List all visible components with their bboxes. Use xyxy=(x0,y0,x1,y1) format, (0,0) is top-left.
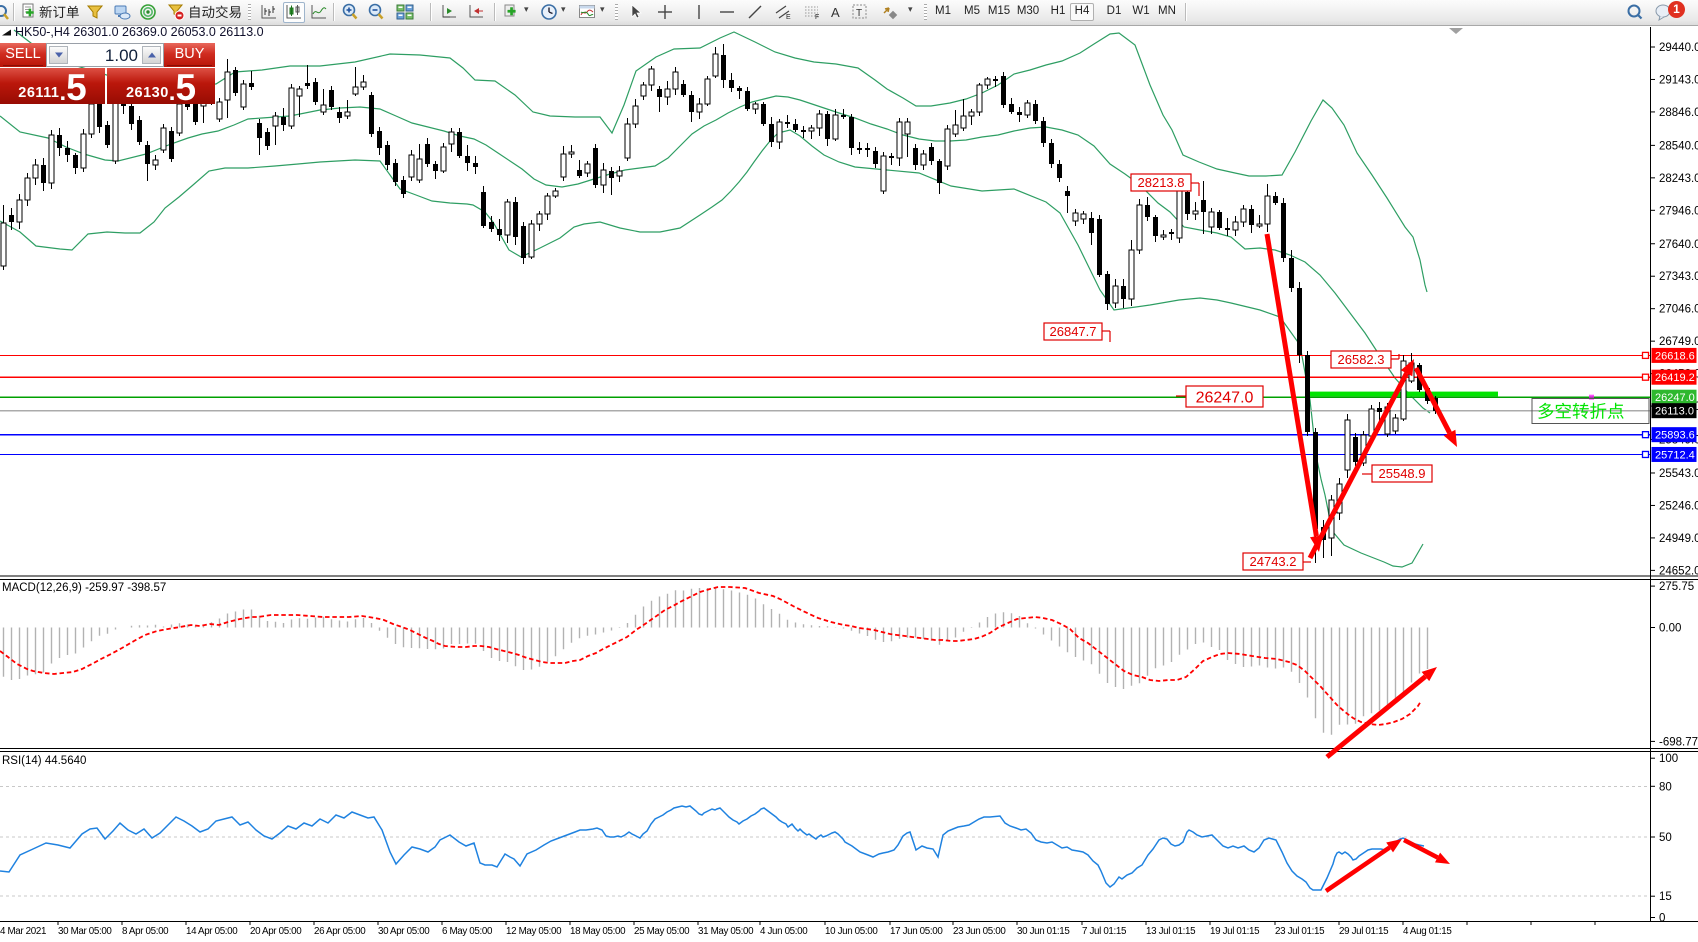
svg-text:17 Jun 05:00: 17 Jun 05:00 xyxy=(890,926,943,937)
svg-text:0.00: 0.00 xyxy=(1659,623,1681,635)
svg-text:26582.3: 26582.3 xyxy=(1338,352,1385,367)
svg-text:T: T xyxy=(856,8,862,19)
svg-text:15: 15 xyxy=(1659,891,1672,903)
svg-text:8 Apr 05:00: 8 Apr 05:00 xyxy=(122,926,169,937)
svg-text:26419.2: 26419.2 xyxy=(1655,372,1695,384)
svg-text:28846.0: 28846.0 xyxy=(1659,107,1698,119)
svg-text:26 Apr 05:00: 26 Apr 05:00 xyxy=(314,926,366,937)
svg-text:100: 100 xyxy=(1659,753,1678,765)
svg-text:28540.0: 28540.0 xyxy=(1659,140,1698,152)
svg-text:25548.9: 25548.9 xyxy=(1379,466,1426,481)
svg-text:26113.0: 26113.0 xyxy=(1655,406,1694,418)
svg-text:6 May 05:00: 6 May 05:00 xyxy=(442,926,493,937)
svg-text:7 Jul 01:15: 7 Jul 01:15 xyxy=(1082,926,1127,937)
svg-text:4 Jun 05:00: 4 Jun 05:00 xyxy=(760,926,808,937)
svg-text:25 May 05:00: 25 May 05:00 xyxy=(634,926,690,937)
svg-text:25543.0: 25543.0 xyxy=(1659,468,1698,480)
svg-text:31 May 05:00: 31 May 05:00 xyxy=(698,926,754,937)
svg-text:RSI(14) 44.5640: RSI(14) 44.5640 xyxy=(2,755,86,767)
svg-text:10 Jun 05:00: 10 Jun 05:00 xyxy=(825,926,878,937)
svg-text:4 Aug 01:15: 4 Aug 01:15 xyxy=(1403,926,1452,937)
svg-text:13 Jul 01:15: 13 Jul 01:15 xyxy=(1146,926,1196,937)
svg-text:E: E xyxy=(786,14,791,21)
svg-text:50: 50 xyxy=(1659,832,1672,844)
svg-text:29440.0: 29440.0 xyxy=(1659,42,1698,54)
svg-text:80: 80 xyxy=(1659,781,1672,793)
svg-text:27343.0: 27343.0 xyxy=(1659,271,1698,283)
svg-text:24949.0: 24949.0 xyxy=(1659,533,1698,545)
svg-text:18 May 05:00: 18 May 05:00 xyxy=(570,926,626,937)
svg-text:24652.0: 24652.0 xyxy=(1659,565,1698,577)
svg-text:MACD(12,26,9) -259.97 -398.57: MACD(12,26,9) -259.97 -398.57 xyxy=(2,582,166,594)
svg-text:27046.0: 27046.0 xyxy=(1659,304,1698,316)
svg-text:F: F xyxy=(815,14,819,21)
svg-text:20 Apr 05:00: 20 Apr 05:00 xyxy=(250,926,302,937)
svg-text:-698.77: -698.77 xyxy=(1659,736,1698,748)
svg-text:25712.4: 25712.4 xyxy=(1655,449,1695,461)
svg-text:23 Jul 01:15: 23 Jul 01:15 xyxy=(1275,926,1325,937)
svg-text:29 Jul 01:15: 29 Jul 01:15 xyxy=(1339,926,1389,937)
svg-text:26247.0: 26247.0 xyxy=(1655,392,1695,404)
svg-text:28213.8: 28213.8 xyxy=(1138,175,1185,190)
svg-text:4 Mar 2021: 4 Mar 2021 xyxy=(0,926,46,937)
svg-text:30 Mar 05:00: 30 Mar 05:00 xyxy=(58,926,112,937)
svg-text:28243.0: 28243.0 xyxy=(1659,173,1698,185)
svg-text:30 Apr 05:00: 30 Apr 05:00 xyxy=(378,926,430,937)
svg-text:14 Apr 05:00: 14 Apr 05:00 xyxy=(186,926,238,937)
svg-text:19 Jul 01:15: 19 Jul 01:15 xyxy=(1210,926,1260,937)
svg-text:275.75: 275.75 xyxy=(1659,581,1694,593)
svg-text:27640.0: 27640.0 xyxy=(1659,239,1698,251)
svg-text:27946.0: 27946.0 xyxy=(1659,205,1698,217)
svg-text:26247.0: 26247.0 xyxy=(1196,389,1254,406)
svg-text:26618.6: 26618.6 xyxy=(1655,350,1695,362)
svg-text:24743.2: 24743.2 xyxy=(1250,554,1297,569)
svg-text:29143.0: 29143.0 xyxy=(1659,74,1698,86)
svg-text:HK50-,H4 26301.0 26369.0 2605: HK50-,H4 26301.0 26369.0 26053.0 26113.0 xyxy=(15,25,264,39)
svg-text:25246.0: 25246.0 xyxy=(1659,500,1698,512)
svg-text:25893.6: 25893.6 xyxy=(1655,430,1695,442)
svg-text:26847.7: 26847.7 xyxy=(1050,324,1097,339)
svg-text:30 Jun 01:15: 30 Jun 01:15 xyxy=(1017,926,1070,937)
svg-text:26749.0: 26749.0 xyxy=(1659,336,1698,348)
svg-text:0: 0 xyxy=(1659,913,1665,925)
svg-text:23 Jun 05:00: 23 Jun 05:00 xyxy=(953,926,1006,937)
svg-text:12 May 05:00: 12 May 05:00 xyxy=(506,926,562,937)
